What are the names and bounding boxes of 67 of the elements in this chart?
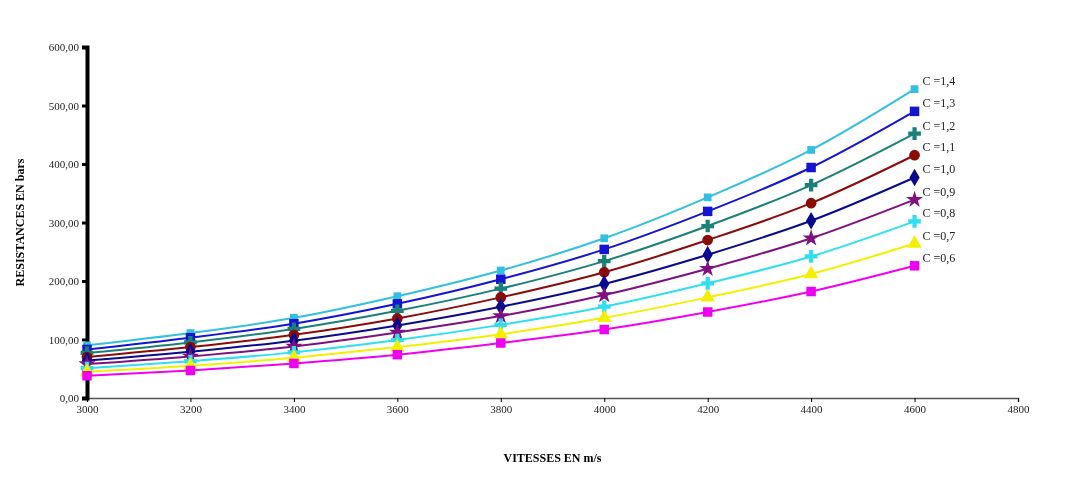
x-tick-label: 3800 [490,402,513,415]
series-label: C =0,9 [922,184,956,199]
point [906,190,924,207]
point [909,149,920,161]
y-tick-label: 600,00 [48,41,80,54]
y-tick-label: 200,00 [48,275,80,288]
series-label: C =1,1 [922,140,956,155]
point [493,325,508,339]
series-label: C =0,7 [922,228,956,243]
point [909,261,920,271]
point [803,265,819,279]
y-tick-label: 100,00 [48,333,80,346]
point [597,309,612,323]
point [804,250,818,263]
point [806,162,816,173]
series-label: C =0,8 [922,206,956,221]
point [908,127,921,140]
x-tick-label: 4000 [593,402,617,415]
y-tick-label: 500,00 [48,99,80,112]
point [496,338,506,348]
point [700,289,715,302]
x-tick-label: 4800 [1007,402,1030,415]
point [702,234,714,246]
point [289,358,299,369]
point [701,219,715,233]
point [82,371,92,381]
point [599,244,609,255]
series-label: C =1,3 [922,96,956,111]
point [600,234,609,243]
point [496,274,506,284]
point [185,365,196,376]
x-tick-label: 3200 [179,402,203,415]
x-axis-title: VITESSES EN m/s [503,451,602,465]
series-label: C =1,4 [922,74,956,89]
y-tick-label: 300,00 [48,216,80,229]
point [807,146,815,154]
point [597,254,611,268]
point [701,276,715,290]
point [805,197,817,209]
y-axis-title: RESISTANCES EN bars [13,158,27,287]
x-tick-label: 4600 [904,402,927,415]
series-label: C =1,2 [922,118,956,133]
point [496,266,505,275]
point [702,307,713,317]
point [806,286,816,297]
point [908,214,921,228]
point [702,206,713,217]
x-tick-label: 3400 [283,402,306,415]
point [907,235,922,248]
point [392,349,403,360]
series-label: C =0,6 [922,250,956,265]
y-tick-label: 400,00 [48,158,80,171]
x-tick-label: 4200 [697,402,720,415]
series-label: C =1,0 [922,162,956,177]
point [597,300,611,314]
x-tick-label: 3000 [76,402,99,415]
point [599,324,609,335]
point [802,229,820,246]
point [910,85,919,93]
y-tick-label: 0,00 [59,392,80,405]
x-tick-label: 3600 [386,402,410,415]
point [598,266,610,278]
x-tick-label: 4400 [800,402,824,415]
point [703,193,712,202]
point [492,307,510,324]
point [595,286,613,303]
point [909,106,920,117]
